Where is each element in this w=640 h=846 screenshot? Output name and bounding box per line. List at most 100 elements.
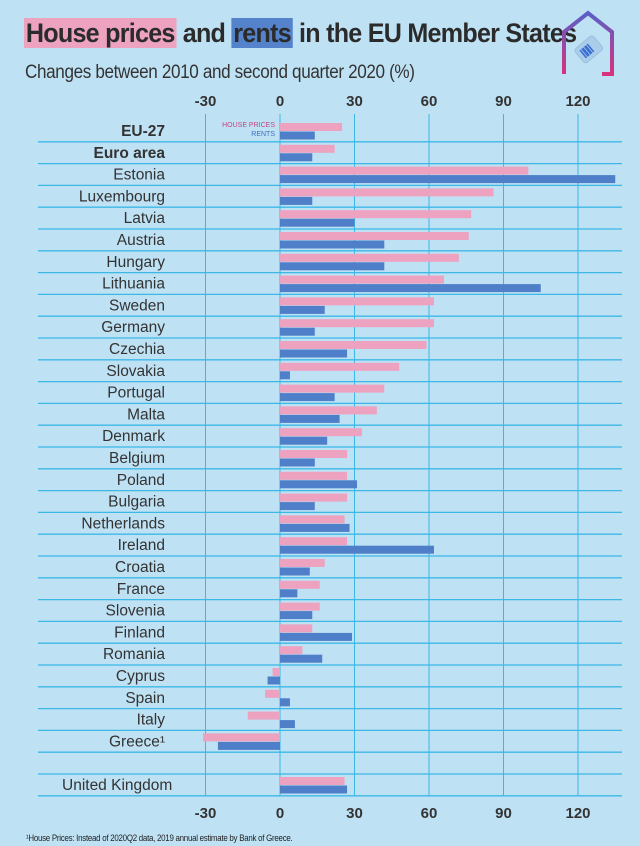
x-tick-label-top: 60 — [421, 93, 438, 110]
house-prices-bar — [280, 232, 469, 240]
x-tick-label-bottom: 30 — [346, 805, 363, 822]
footnote: ¹House Prices: Instead of 2020Q2 data, 2… — [26, 833, 293, 843]
house-prices-bar — [280, 646, 303, 655]
category-label: Malta — [127, 406, 165, 423]
house-prices-bar — [280, 297, 434, 306]
x-tick-label-top: 0 — [276, 93, 284, 110]
category-label: Slovenia — [106, 603, 166, 620]
rents-bar — [280, 545, 434, 554]
house-prices-bar — [280, 188, 494, 197]
category-label: Estonia — [113, 167, 165, 184]
x-tick-label-top: -30 — [195, 93, 217, 110]
x-tick-label-bottom: 120 — [565, 805, 590, 822]
category-label: Finland — [114, 624, 165, 641]
category-label: Germany — [101, 319, 165, 336]
rents-bar — [280, 523, 350, 532]
category-label: Slovakia — [106, 363, 165, 380]
x-tick-label-top: 30 — [346, 93, 363, 110]
rents-bar — [280, 698, 290, 707]
category-label: Greece¹ — [109, 733, 165, 750]
house-prices-bar — [280, 384, 385, 393]
house-prices-bar — [280, 624, 313, 633]
rents-bar — [280, 218, 355, 227]
title-and: and — [176, 18, 232, 48]
x-tick-label-bottom: -30 — [195, 805, 217, 822]
title-rents: rents — [231, 18, 293, 48]
house-prices-bar — [280, 341, 427, 349]
house-prices-bar — [247, 711, 280, 720]
house-prices-bar — [280, 580, 320, 589]
category-label: EU-27 — [121, 123, 165, 140]
category-label: Spain — [125, 690, 165, 707]
x-tick-label-bottom: 60 — [421, 805, 438, 822]
house-price-tag-icon — [558, 8, 618, 78]
category-label: Cyprus — [116, 668, 165, 685]
category-label: Sweden — [109, 297, 165, 314]
rents-bar — [267, 676, 280, 685]
house-prices-bar — [280, 253, 459, 262]
category-label: Poland — [117, 472, 165, 489]
house-prices-bar — [280, 406, 377, 415]
legend-rents: RENTS — [251, 131, 275, 138]
rents-bar — [280, 262, 385, 271]
rents-bar — [280, 720, 295, 729]
rents-bar — [280, 371, 290, 380]
category-label: Netherlands — [81, 515, 165, 532]
house-prices-bar — [280, 428, 362, 437]
legend-house-prices: HOUSE PRICES — [222, 122, 275, 129]
house-prices-bar — [280, 471, 348, 480]
house-prices-bar — [280, 144, 335, 153]
chart-subtitle: Changes between 2010 and second quarter … — [25, 62, 415, 83]
house-prices-bar — [203, 733, 280, 742]
x-tick-label-top: 120 — [565, 93, 590, 110]
category-label: Portugal — [107, 385, 165, 402]
title-house-prices: House prices — [24, 18, 177, 48]
rents-bar — [280, 611, 313, 620]
rents-bar — [280, 654, 323, 663]
house-prices-bar — [280, 362, 400, 371]
house-prices-bar — [272, 668, 280, 676]
category-label: Lithuania — [102, 276, 165, 293]
category-label: Romania — [103, 646, 165, 663]
rents-bar — [280, 393, 335, 402]
category-label: France — [117, 581, 165, 598]
house-prices-bar — [280, 123, 343, 131]
house-prices-bar — [280, 450, 348, 458]
category-label: Latvia — [124, 210, 166, 227]
x-tick-label-bottom: 90 — [495, 805, 512, 822]
category-label: Hungary — [106, 254, 165, 271]
chart-title: House prices and rents in the EU Member … — [24, 18, 577, 49]
house-prices-bar — [280, 602, 320, 611]
house-prices-bar — [280, 493, 348, 502]
rents-bar — [280, 175, 616, 184]
x-tick-label-bottom: 0 — [276, 805, 284, 822]
rents-bar — [280, 284, 541, 293]
rents-bar — [280, 131, 315, 140]
rents-bar — [280, 480, 357, 489]
house-prices-bar — [280, 777, 345, 785]
category-label: Luxembourg — [79, 188, 165, 205]
x-tick-label-top: 90 — [495, 93, 512, 110]
category-label: Croatia — [115, 559, 165, 576]
category-label: Austria — [117, 232, 166, 249]
house-prices-bar — [280, 275, 444, 284]
rents-bar — [280, 589, 298, 598]
rents-bar — [280, 196, 313, 205]
rents-bar — [280, 567, 310, 576]
rents-bar — [280, 436, 328, 445]
rents-bar — [280, 414, 340, 423]
title-rest: in the EU Member States — [292, 18, 577, 48]
rents-bar — [280, 502, 315, 511]
category-label: Bulgaria — [108, 494, 165, 511]
category-label: Czechia — [109, 341, 165, 358]
rents-bar — [280, 327, 315, 336]
category-label: Belgium — [109, 450, 165, 467]
category-label: Euro area — [93, 145, 165, 162]
house-prices-bar — [280, 515, 345, 524]
rents-bar — [280, 153, 313, 162]
house-prices-bar — [265, 689, 280, 698]
house-prices-bar — [280, 166, 529, 175]
rents-bar — [280, 349, 348, 358]
house-prices-bar — [280, 559, 325, 567]
